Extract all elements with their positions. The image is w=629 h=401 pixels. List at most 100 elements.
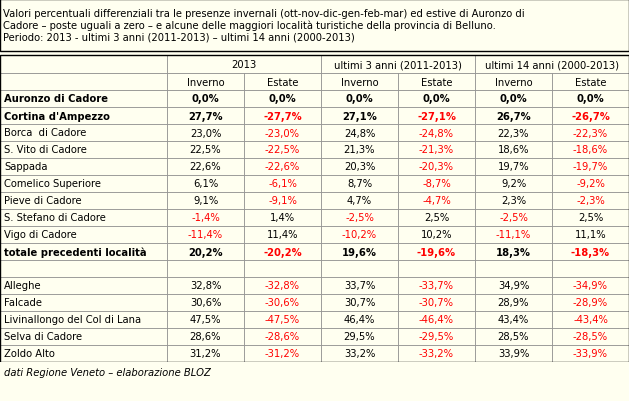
Bar — [0, 74, 167, 91]
Bar — [552, 260, 629, 277]
Text: 2,5%: 2,5% — [424, 213, 449, 223]
Bar — [167, 56, 321, 74]
Bar — [552, 125, 629, 142]
Text: 33,9%: 33,9% — [498, 348, 529, 358]
Bar — [0, 176, 167, 192]
Text: 43,4%: 43,4% — [498, 315, 529, 325]
Bar — [244, 108, 321, 125]
Bar — [244, 260, 321, 277]
Text: -11,4%: -11,4% — [188, 230, 223, 240]
Text: -28,9%: -28,9% — [573, 298, 608, 308]
Text: Zoldo Alto: Zoldo Alto — [4, 348, 55, 358]
Bar — [0, 260, 167, 277]
Text: -22,3%: -22,3% — [573, 128, 608, 138]
Bar — [552, 227, 629, 243]
Text: 20,2%: 20,2% — [188, 247, 223, 257]
Text: 30,7%: 30,7% — [344, 298, 375, 308]
Bar — [475, 142, 552, 159]
Text: 0,0%: 0,0% — [269, 94, 296, 104]
Text: -23,0%: -23,0% — [265, 128, 300, 138]
Text: 27,7%: 27,7% — [188, 111, 223, 121]
Text: 9,2%: 9,2% — [501, 179, 526, 189]
Bar — [552, 294, 629, 311]
Bar — [475, 243, 552, 260]
Bar — [398, 142, 475, 159]
Text: 46,4%: 46,4% — [344, 315, 375, 325]
Bar — [244, 243, 321, 260]
Text: 0,0%: 0,0% — [423, 94, 450, 104]
Text: totale precedenti località: totale precedenti località — [4, 247, 147, 257]
Text: -2,5%: -2,5% — [499, 213, 528, 223]
Bar — [167, 243, 244, 260]
Text: dati Regione Veneto – elaborazione BLOZ: dati Regione Veneto – elaborazione BLOZ — [4, 367, 211, 377]
Bar — [321, 142, 398, 159]
Text: 10,2%: 10,2% — [421, 230, 452, 240]
Text: Valori percentuali differenziali tra le presenze invernali (ott-nov-dic-gen-feb-: Valori percentuali differenziali tra le … — [3, 9, 525, 43]
Bar — [398, 311, 475, 328]
Text: 32,8%: 32,8% — [190, 281, 221, 291]
Bar — [167, 74, 244, 91]
Text: -26,7%: -26,7% — [571, 111, 610, 121]
Text: 20,3%: 20,3% — [344, 162, 375, 172]
Bar — [244, 91, 321, 108]
Text: 33,7%: 33,7% — [344, 281, 375, 291]
Text: Inverno: Inverno — [341, 77, 378, 87]
Bar — [552, 311, 629, 328]
Text: Falcade: Falcade — [4, 298, 42, 308]
Bar — [475, 192, 552, 209]
Bar — [321, 125, 398, 142]
Bar — [321, 192, 398, 209]
Bar — [321, 56, 475, 74]
Text: -33,2%: -33,2% — [419, 348, 454, 358]
Bar — [0, 91, 167, 108]
Text: Livinallongo del Col di Lana: Livinallongo del Col di Lana — [4, 315, 141, 325]
Bar — [475, 294, 552, 311]
Text: -9,2%: -9,2% — [576, 179, 605, 189]
Text: 9,1%: 9,1% — [193, 196, 218, 206]
Bar — [475, 108, 552, 125]
Bar — [398, 108, 475, 125]
Bar — [167, 294, 244, 311]
Bar — [0, 192, 167, 209]
Bar — [398, 192, 475, 209]
Text: S. Stefano di Cadore: S. Stefano di Cadore — [4, 213, 106, 223]
Bar — [398, 345, 475, 362]
Bar — [0, 227, 167, 243]
Text: 2,3%: 2,3% — [501, 196, 526, 206]
Bar — [398, 227, 475, 243]
Bar — [475, 311, 552, 328]
Bar — [321, 345, 398, 362]
Text: Inverno: Inverno — [494, 77, 532, 87]
Bar — [244, 311, 321, 328]
Text: -11,1%: -11,1% — [496, 230, 531, 240]
Bar — [552, 328, 629, 345]
Bar — [475, 209, 552, 227]
Bar — [552, 192, 629, 209]
Bar — [244, 328, 321, 345]
Text: 0,0%: 0,0% — [345, 94, 374, 104]
Bar — [0, 108, 167, 125]
Text: 6,1%: 6,1% — [193, 179, 218, 189]
Bar — [552, 277, 629, 294]
Bar — [321, 277, 398, 294]
Bar — [244, 209, 321, 227]
Text: 21,3%: 21,3% — [344, 145, 376, 155]
Text: -29,5%: -29,5% — [419, 332, 454, 342]
Text: -33,9%: -33,9% — [573, 348, 608, 358]
Text: 11,4%: 11,4% — [267, 230, 298, 240]
Text: 8,7%: 8,7% — [347, 179, 372, 189]
Bar — [475, 74, 552, 91]
Bar — [0, 345, 167, 362]
Bar — [321, 176, 398, 192]
Bar — [167, 277, 244, 294]
Bar — [244, 176, 321, 192]
Bar — [244, 345, 321, 362]
Bar — [244, 192, 321, 209]
Bar — [398, 91, 475, 108]
Bar — [167, 108, 244, 125]
Text: 4,7%: 4,7% — [347, 196, 372, 206]
Text: -27,7%: -27,7% — [263, 111, 302, 121]
Text: 22,5%: 22,5% — [190, 145, 221, 155]
Bar — [167, 227, 244, 243]
Text: 34,9%: 34,9% — [498, 281, 529, 291]
